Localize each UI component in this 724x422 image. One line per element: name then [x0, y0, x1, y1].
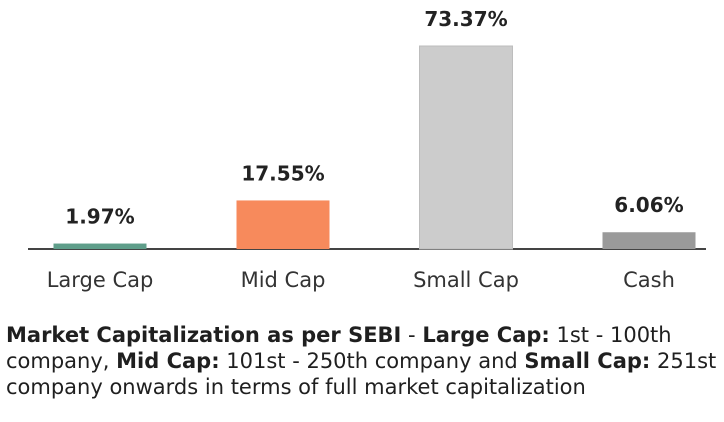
footnote-text-3: 101st - 250th company and — [219, 349, 525, 373]
bar-cash — [602, 232, 696, 249]
category-label-large-cap: Large Cap — [47, 268, 154, 292]
category-label-mid-cap: Mid Cap — [241, 268, 326, 292]
category-label-small-cap: Small Cap — [413, 268, 519, 292]
footnote-heading: Market Capitalization as per SEBI — [6, 323, 402, 347]
data-label-large-cap: 1.97% — [65, 205, 134, 229]
footnote-large-cap-term: Large Cap: — [422, 323, 550, 347]
data-label-small-cap: 73.37% — [424, 7, 507, 31]
market-cap-footnote: Market Capitalization as per SEBI - Larg… — [6, 322, 718, 400]
footnote-text-4: 251st company onwards in terms of full m… — [6, 349, 717, 399]
bar-large-cap — [53, 243, 147, 249]
category-label-cash: Cash — [623, 268, 675, 292]
data-label-cash: 6.06% — [614, 193, 683, 217]
footnote-mid-cap-term: Mid Cap: — [116, 349, 220, 373]
bar-small-cap — [419, 45, 513, 250]
data-label-mid-cap: 17.55% — [241, 161, 324, 185]
footnote-small-cap-term: Small Cap: — [524, 349, 651, 373]
footnote-text-1: - — [401, 323, 423, 347]
market-cap-bar-chart: 1.97% 17.55% 73.37% 6.06% Large Cap Mid Cap S… — [28, 7, 706, 292]
footnote-text-2: 1st - 100th company, — [6, 323, 672, 373]
bar-mid-cap — [236, 200, 330, 249]
